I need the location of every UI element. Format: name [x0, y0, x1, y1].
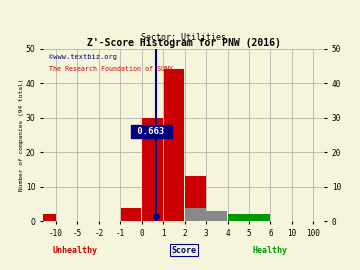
Text: Score: Score [171, 245, 196, 255]
Bar [249, 214, 270, 221]
Bar [206, 211, 227, 221]
Text: Unhealthy: Unhealthy [53, 245, 98, 255]
Bar [121, 208, 141, 221]
Text: ©www.textbiz.org: ©www.textbiz.org [49, 54, 117, 60]
Y-axis label: Number of companies (94 total): Number of companies (94 total) [19, 79, 24, 191]
Text: 0.663: 0.663 [132, 127, 170, 136]
Bar [142, 118, 163, 221]
Bar [185, 208, 206, 221]
Bar [163, 69, 184, 221]
Text: Healthy: Healthy [252, 245, 288, 255]
Text: Sector: Utilities: Sector: Utilities [141, 33, 226, 42]
Bar [228, 214, 249, 221]
Bar [44, 214, 56, 221]
Text: The Research Foundation of SUNY: The Research Foundation of SUNY [49, 66, 173, 72]
Title: Z'-Score Histogram for PNW (2016): Z'-Score Histogram for PNW (2016) [87, 38, 280, 48]
Bar [185, 177, 206, 221]
